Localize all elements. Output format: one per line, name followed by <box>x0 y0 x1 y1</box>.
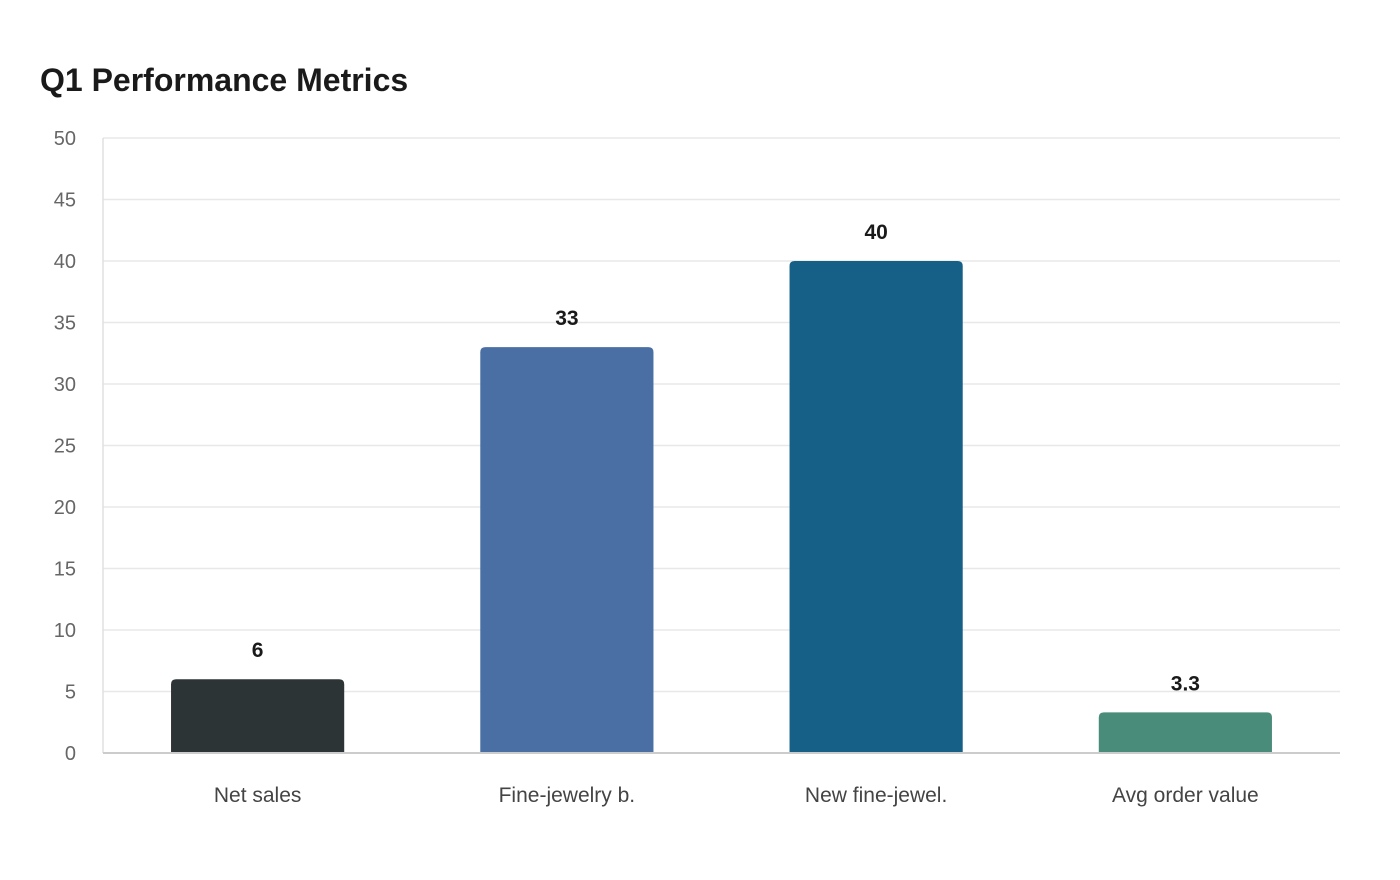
y-tick-label: 30 <box>54 374 76 396</box>
y-tick-label: 45 <box>54 190 76 212</box>
data-label-3: 3.3 <box>1171 672 1200 695</box>
y-tick-label: 40 <box>54 251 76 273</box>
category-label-0: Net sales <box>214 784 302 807</box>
bar-3 <box>1098 712 1272 753</box>
bar-0 <box>171 679 345 753</box>
bars <box>171 261 1272 753</box>
data-label-2: 40 <box>864 221 887 244</box>
category-label-3: Avg order value <box>1112 784 1259 807</box>
y-tick-label: 10 <box>54 620 76 642</box>
y-axis-ticks: 0 5 10 15 20 25 30 35 40 45 50 <box>54 128 76 765</box>
y-tick-label: 35 <box>54 313 76 335</box>
chart-title: Q1 Performance Metrics <box>40 62 409 98</box>
y-tick-label: 20 <box>54 497 76 519</box>
y-tick-label: 50 <box>54 128 76 150</box>
category-label-1: Fine-jewelry b. <box>499 784 636 807</box>
data-label-0: 6 <box>252 639 264 662</box>
category-label-2: New fine-jewel. <box>805 784 947 807</box>
y-tick-label: 5 <box>65 682 76 704</box>
bar-1 <box>480 347 654 753</box>
bar-2 <box>789 261 963 753</box>
y-tick-label: 0 <box>65 743 76 765</box>
x-axis-categories: Net sales Fine-jewelry b. New fine-jewel. A… <box>214 784 1259 807</box>
axes <box>102 138 1340 754</box>
y-tick-label: 25 <box>54 436 76 458</box>
y-tick-label: 15 <box>54 559 76 581</box>
gridlines <box>103 137 1340 693</box>
data-labels: 6 33 40 3.3 <box>252 221 1200 695</box>
data-label-1: 33 <box>555 307 578 330</box>
